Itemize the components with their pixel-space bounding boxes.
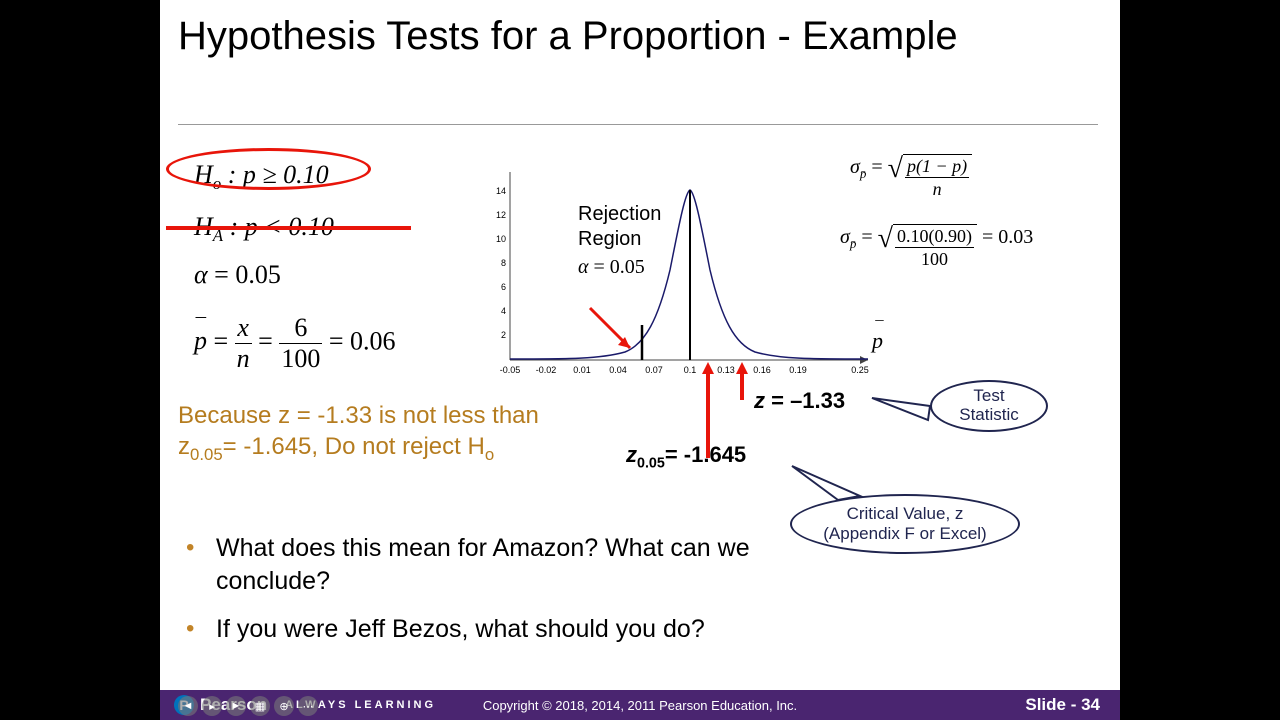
crit-arrow-head bbox=[702, 362, 714, 374]
sigma1-den: n bbox=[905, 178, 969, 198]
pbar-n: n bbox=[235, 344, 252, 372]
svg-text:0.13: 0.13 bbox=[717, 365, 735, 375]
conclusion-line1: Because z = -1.33 is not less than bbox=[178, 400, 618, 431]
svg-text:2: 2 bbox=[501, 330, 506, 340]
svg-text:12: 12 bbox=[496, 210, 506, 220]
bullet-2: If you were Jeff Bezos, what should you … bbox=[186, 613, 786, 646]
next-icon[interactable]: ► bbox=[226, 696, 246, 716]
stat-arrow-stem bbox=[740, 372, 744, 400]
sigma2-result: = 0.03 bbox=[982, 226, 1033, 248]
svg-text:0.04: 0.04 bbox=[609, 365, 627, 375]
conclusion-text: Because z = -1.33 is not less than z0.05… bbox=[178, 400, 618, 466]
svg-text:-0.05: -0.05 bbox=[500, 365, 521, 375]
prev-icon[interactable]: ◄ bbox=[178, 696, 198, 716]
svg-text:-0.02: -0.02 bbox=[536, 365, 557, 375]
svg-text:0.16: 0.16 bbox=[753, 365, 771, 375]
zoom-icon[interactable]: ⊕ bbox=[274, 696, 294, 716]
svg-text:0.25: 0.25 bbox=[851, 365, 869, 375]
footer-slide-number: Slide - 34 bbox=[1025, 695, 1100, 715]
stat-arrow-head bbox=[736, 362, 748, 374]
pbar-equation: p¯ = xn = 6100 = 0.06 bbox=[194, 315, 396, 372]
svg-text:10: 10 bbox=[496, 234, 506, 244]
h0-circle-annotation bbox=[166, 148, 371, 190]
svg-text:0.19: 0.19 bbox=[789, 365, 807, 375]
slide-title: Hypothesis Tests for a Proportion - Exam… bbox=[178, 12, 1078, 60]
sigma-eq1: σp̄ = √ p(1 − p)n bbox=[850, 154, 972, 198]
svg-text:4: 4 bbox=[501, 306, 506, 316]
sigma2-den: 100 bbox=[895, 248, 974, 268]
callout-crit-tail bbox=[790, 464, 870, 504]
title-divider bbox=[178, 124, 1098, 125]
rejection-alpha: α = 0.05 bbox=[578, 256, 645, 279]
svg-text:0.1: 0.1 bbox=[684, 365, 697, 375]
sigma-eq2: σp̄ = √ 0.10(0.90)100 = 0.03 bbox=[840, 224, 1033, 268]
pbar-x: x bbox=[235, 315, 252, 344]
rejection-label-1: Rejection bbox=[578, 203, 661, 226]
svg-text:14: 14 bbox=[496, 186, 506, 196]
alpha-text: α = 0.05 bbox=[194, 260, 281, 290]
player-controls[interactable]: ◄ ▸ ► ▦ ⊕ ⋯ bbox=[178, 696, 318, 716]
slide-container: Hypothesis Tests for a Proportion - Exam… bbox=[160, 0, 1120, 720]
menu-icon[interactable]: ▦ bbox=[250, 696, 270, 716]
bullet-list: What does this mean for Amazon? What can… bbox=[186, 532, 786, 662]
pbar-axis-label: p¯ bbox=[872, 328, 883, 354]
pbar-100: 100 bbox=[279, 344, 322, 372]
svg-text:0.07: 0.07 bbox=[645, 365, 663, 375]
pbar-6: 6 bbox=[279, 315, 322, 344]
svg-text:0.01: 0.01 bbox=[573, 365, 591, 375]
z-stat-label: z = –1.33 bbox=[754, 388, 845, 414]
conclusion-line2: z0.05= -1.645, Do not reject Ho bbox=[178, 431, 618, 466]
ha-strikethrough bbox=[166, 226, 411, 230]
sigma2-num: 0.10(0.90) bbox=[895, 227, 974, 248]
bullet-1: What does this mean for Amazon? What can… bbox=[186, 532, 786, 597]
callout-test-tail bbox=[870, 394, 932, 424]
rejection-label-2: Region bbox=[578, 228, 641, 251]
normal-curve-svg: 2 4 6 8 10 12 14 -0.05 -0.02 0.01 0.04 0… bbox=[490, 160, 880, 380]
sigma1-num: p(1 − p) bbox=[905, 157, 969, 178]
more-icon[interactable]: ⋯ bbox=[298, 696, 318, 716]
play-icon[interactable]: ▸ bbox=[202, 696, 222, 716]
callout-test-statistic: TestStatistic bbox=[930, 380, 1048, 432]
svg-text:6: 6 bbox=[501, 282, 506, 292]
svg-text:8: 8 bbox=[501, 258, 506, 268]
pbar-result: = 0.06 bbox=[329, 326, 396, 355]
z-crit-label: z0.05= -1.645 bbox=[626, 442, 746, 471]
normal-curve-plot: 2 4 6 8 10 12 14 -0.05 -0.02 0.01 0.04 0… bbox=[490, 160, 880, 380]
